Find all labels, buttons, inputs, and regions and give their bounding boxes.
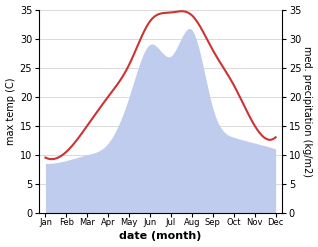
Y-axis label: med. precipitation (kg/m2): med. precipitation (kg/m2) [302, 46, 313, 177]
Y-axis label: max temp (C): max temp (C) [5, 77, 16, 145]
X-axis label: date (month): date (month) [119, 231, 202, 242]
